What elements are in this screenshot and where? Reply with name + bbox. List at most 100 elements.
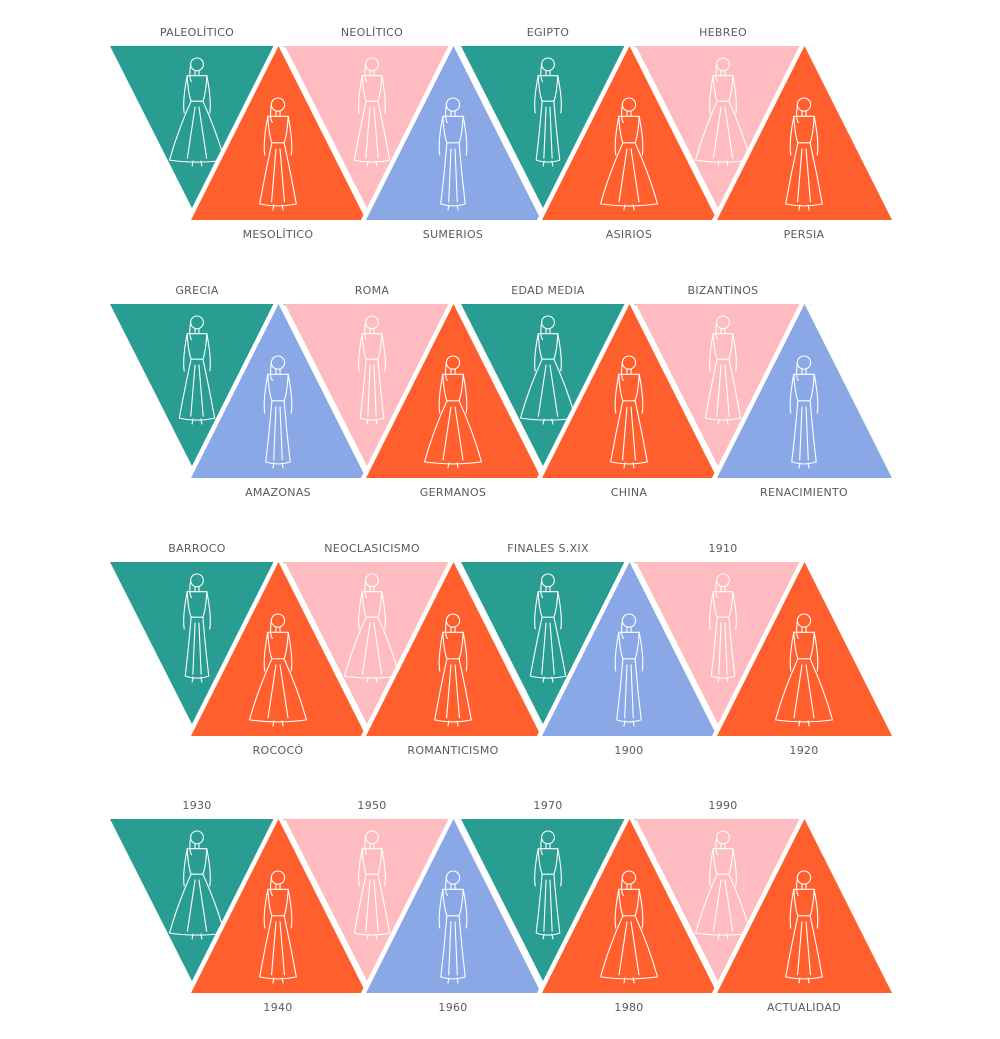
era-triangle-shape	[461, 304, 636, 478]
era-label: 1980	[614, 1001, 643, 1014]
era-label: HEBREO	[699, 26, 747, 39]
1990-figure-icon	[694, 830, 752, 940]
era-label: AMAZONAS	[245, 486, 311, 499]
era-triangle-shape	[285, 562, 460, 736]
paleolithic-figure-icon	[168, 57, 226, 167]
era-label: BARROCO	[168, 542, 225, 555]
era-triangle-shape	[110, 46, 285, 220]
era-bottom-triangle: 1940	[183, 808, 374, 1014]
romanticism-figure-icon	[434, 613, 472, 727]
baroque-figure-icon	[183, 573, 211, 683]
era-triangle-shape	[285, 304, 460, 478]
era-label: EGIPTO	[527, 26, 570, 39]
egypt-figure-icon	[534, 57, 562, 167]
amazon-figure-icon	[263, 355, 293, 469]
era-triangle-shape	[461, 562, 636, 736]
chinese-figure-icon	[610, 355, 648, 469]
era-top-triangle: FINALES S.XIX	[461, 542, 636, 736]
era-label: ACTUALIDAD	[767, 1001, 841, 1014]
era-label: 1930	[182, 799, 211, 812]
era-bottom-triangle: ACTUALIDAD	[709, 808, 900, 1014]
era-triangle-shape	[285, 819, 460, 993]
1940-figure-icon	[259, 870, 297, 984]
rococo-figure-icon	[248, 613, 308, 727]
era-label: 1950	[357, 799, 386, 812]
era-top-triangle: EGIPTO	[461, 26, 636, 220]
era-top-triangle: 1930	[110, 799, 285, 993]
era-label: MESOLÍTICO	[243, 228, 314, 241]
era-bottom-triangle: SUMERIOS	[358, 35, 549, 241]
era-triangle-shape	[534, 808, 725, 998]
era-triangle-shape	[636, 304, 811, 478]
era-top-triangle: BIZANTINOS	[636, 284, 811, 478]
late-19th-century-figure-icon	[529, 573, 567, 683]
neolithic-figure-icon	[353, 57, 391, 167]
renaissance-figure-icon	[789, 355, 819, 469]
era-triangle-shape	[461, 819, 636, 993]
era-top-triangle: NEOCLASICISMO	[285, 542, 460, 736]
era-triangle-shape	[183, 808, 374, 998]
era-top-triangle: NEOLÍTICO	[285, 26, 460, 220]
era-triangle-shape	[636, 562, 811, 736]
era-label: 1900	[614, 744, 643, 757]
1950-figure-icon	[353, 830, 391, 940]
era-label: BIZANTINOS	[688, 284, 759, 297]
era-label: CHINA	[611, 486, 648, 499]
timeline-row: BARROCO ROCOCÓ NEOCLASICISMO ROMANTICISMO FI…	[110, 542, 900, 757]
era-label: ROMA	[355, 284, 390, 297]
sumerian-figure-icon	[438, 97, 468, 211]
era-triangle-shape	[183, 551, 374, 741]
era-bottom-triangle: ASIRIOS	[534, 35, 725, 241]
1920-figure-icon	[774, 613, 834, 727]
germanic-figure-icon	[423, 355, 483, 469]
era-top-triangle: GRECIA	[110, 284, 285, 478]
era-top-triangle: 1970	[461, 799, 636, 993]
assyrian-figure-icon	[599, 97, 659, 211]
era-label: 1960	[438, 1001, 467, 1014]
era-triangle-shape	[709, 293, 900, 483]
greek-figure-icon	[178, 315, 216, 425]
era-top-triangle: 1990	[636, 799, 811, 993]
era-label: ROCOCÓ	[253, 744, 304, 757]
era-triangle-shape	[534, 551, 725, 741]
era-bottom-triangle: 1980	[534, 808, 725, 1014]
era-triangle-shape	[110, 819, 285, 993]
present-day-figure-icon	[785, 870, 823, 984]
era-bottom-triangle: 1920	[709, 551, 900, 757]
era-triangle-shape	[183, 35, 374, 225]
era-triangle-shape	[110, 562, 285, 736]
era-label: GERMANOS	[420, 486, 486, 499]
era-label: RENACIMIENTO	[760, 486, 848, 499]
era-triangle-shape	[709, 551, 900, 741]
era-top-triangle: 1910	[636, 542, 811, 736]
era-top-triangle: PALEOLÍTICO	[110, 26, 285, 220]
era-top-triangle: 1950	[285, 799, 460, 993]
era-top-triangle: EDAD MEDIA	[461, 284, 636, 478]
timeline-row: GRECIA AMAZONAS ROMA GERMANOS EDAD MEDIA CHIN…	[110, 284, 900, 499]
era-triangle-shape	[709, 35, 900, 225]
era-triangle-shape	[358, 808, 549, 998]
era-triangle-shape	[534, 35, 725, 225]
era-triangle-shape	[285, 46, 460, 220]
timeline-rows: PALEOLÍTICO MESOLÍTICO NEOLÍTICO SUMERIOS EG…	[110, 26, 900, 1014]
neoclassical-figure-icon	[343, 573, 401, 683]
era-bottom-triangle: 1900	[534, 551, 725, 757]
hebrew-figure-icon	[694, 57, 752, 167]
era-label: 1940	[263, 1001, 292, 1014]
era-bottom-triangle: AMAZONAS	[183, 293, 374, 499]
era-label: NEOLÍTICO	[341, 26, 403, 39]
era-label: GRECIA	[175, 284, 219, 297]
era-label: 1990	[708, 799, 737, 812]
roman-figure-icon	[358, 315, 386, 425]
era-label: PALEOLÍTICO	[160, 26, 234, 39]
era-label: PERSIA	[784, 228, 825, 241]
era-top-triangle: ROMA	[285, 284, 460, 478]
era-label: 1910	[708, 542, 737, 555]
era-bottom-triangle: GERMANOS	[358, 293, 549, 499]
era-label: SUMERIOS	[423, 228, 483, 241]
1980-figure-icon	[599, 870, 659, 984]
timeline-row: 1930 1940 1950 1960 1970 1980 1990 ACTUALIDAD	[110, 799, 900, 1014]
era-triangle-shape	[461, 46, 636, 220]
era-triangle-shape	[110, 304, 285, 478]
